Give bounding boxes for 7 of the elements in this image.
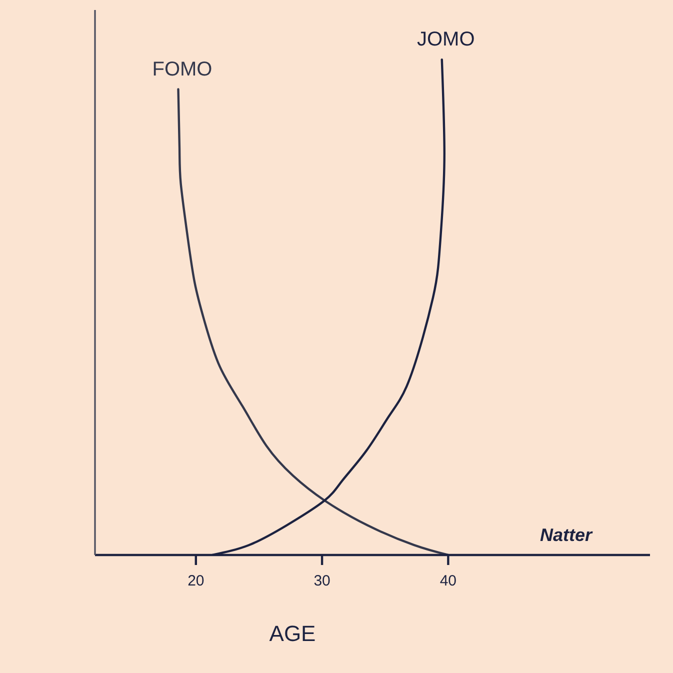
series-label: JOMO bbox=[416, 28, 475, 51]
x-tick-label: 20 bbox=[188, 572, 204, 590]
x-tick-label: 30 bbox=[314, 572, 330, 590]
annotation: Natter bbox=[540, 525, 592, 546]
series-label: FOMO bbox=[152, 58, 212, 80]
x-tick-label: 40 bbox=[440, 572, 457, 590]
x-axis-title: AGE bbox=[269, 621, 316, 646]
